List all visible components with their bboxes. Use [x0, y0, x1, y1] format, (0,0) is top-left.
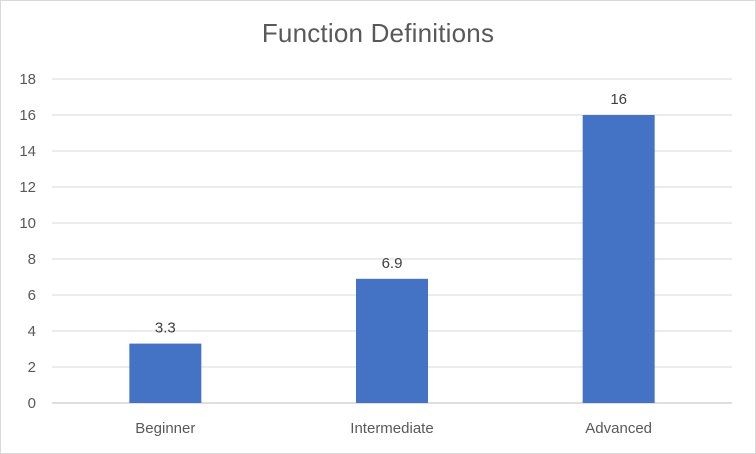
y-tick-label: 16 — [19, 107, 36, 124]
y-tick-label: 0 — [28, 395, 36, 412]
chart-title: Function Definitions — [261, 18, 495, 48]
bar — [356, 278, 428, 403]
y-tick-label: 4 — [28, 323, 36, 340]
y-tick-label: 12 — [19, 179, 36, 196]
y-tick-label: 18 — [19, 71, 36, 88]
data-label: 6.9 — [382, 255, 403, 272]
y-tick-label: 14 — [19, 143, 36, 160]
y-tick-label: 6 — [28, 287, 36, 304]
y-tick-label: 10 — [19, 215, 36, 232]
y-tick-label: 2 — [28, 359, 36, 376]
x-tick-label: Advanced — [585, 420, 652, 437]
x-tick-label: Intermediate — [350, 420, 433, 437]
bar — [129, 343, 202, 403]
data-label: 16 — [610, 91, 627, 108]
x-tick-label: Beginner — [135, 420, 195, 437]
bar — [582, 115, 655, 403]
data-label: 3.3 — [155, 320, 176, 337]
y-tick-label: 8 — [28, 251, 36, 268]
